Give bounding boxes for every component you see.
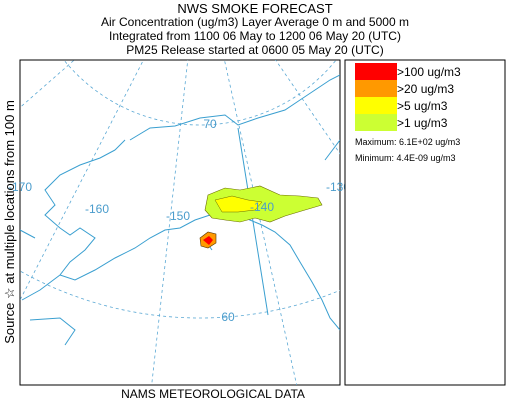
latitude-line — [20, 270, 340, 319]
map-label: 70 — [203, 117, 217, 131]
border — [237, 127, 269, 316]
coastline — [20, 139, 340, 346]
map-label: -170 — [8, 180, 32, 194]
legend-swatch — [355, 97, 397, 114]
plume — [204, 185, 323, 223]
coastline — [21, 74, 340, 331]
legend: >100 ug/m3 >20 ug/m3 >5 ug/m3 >1 ug/m3 — [355, 63, 461, 131]
meridian — [275, 60, 340, 155]
title: NWS SMOKE FORECAST — [177, 1, 332, 16]
map-label: -150 — [166, 209, 190, 223]
footer: NAMS METEOROLOGICAL DATA — [121, 387, 305, 401]
legend-label: >1 ug/m3 — [397, 116, 448, 130]
plume — [203, 236, 213, 245]
meridian — [224, 60, 298, 385]
header-line: Air Concentration (ug/m3) Layer Average … — [101, 15, 409, 29]
minimum: Minimum: 4.4E-09 ug/m3 — [355, 153, 456, 163]
map-label: -160 — [85, 202, 109, 216]
maximum: Maximum: 6.1E+02 ug/m3 — [355, 137, 460, 147]
legend-label: >20 ug/m3 — [397, 82, 454, 96]
map-label: -140 — [250, 200, 274, 214]
header-line: PM25 Release started at 0600 05 May 20 (… — [126, 43, 383, 57]
map-frame — [19, 59, 341, 386]
map-label: -130 — [326, 180, 350, 194]
side-label: Source ☆ at multiple locations from 100 … — [2, 100, 17, 344]
meridian — [20, 60, 75, 109]
legend-swatch — [355, 80, 397, 97]
legend-label: >100 ug/m3 — [397, 65, 461, 79]
plume — [214, 195, 263, 213]
legend-swatch — [355, 63, 397, 80]
header-line: Integrated from 1100 06 May to 1200 06 M… — [109, 29, 401, 43]
map-label: 60 — [221, 310, 235, 324]
legend-label: >5 ug/m3 — [397, 99, 448, 113]
legend-swatch — [355, 114, 397, 131]
